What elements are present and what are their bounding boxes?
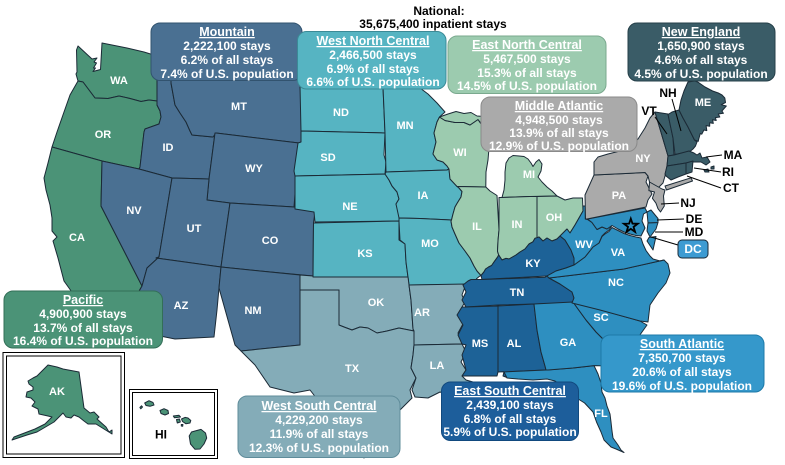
- svg-text:NV: NV: [126, 205, 142, 217]
- svg-text:12.3% of U.S. population: 12.3% of U.S. population: [249, 441, 389, 455]
- svg-text:2,439,100 stays: 2,439,100 stays: [466, 398, 554, 412]
- svg-text:11.9% of all stays: 11.9% of all stays: [270, 427, 369, 441]
- svg-text:OR: OR: [95, 129, 112, 141]
- svg-text:CO: CO: [262, 235, 279, 247]
- svg-text:RI: RI: [722, 165, 734, 179]
- svg-text:19.6% of U.S. population: 19.6% of U.S. population: [612, 379, 752, 393]
- svg-text:MO: MO: [421, 238, 439, 250]
- svg-text:ID: ID: [163, 142, 174, 154]
- svg-text:FL: FL: [594, 408, 608, 420]
- svg-text:WV: WV: [575, 239, 593, 251]
- svg-text:AZ: AZ: [174, 300, 189, 312]
- svg-text:Middle Atlantic: Middle Atlantic: [515, 99, 603, 113]
- svg-text:IL: IL: [472, 221, 482, 233]
- svg-text:NY: NY: [635, 153, 651, 165]
- svg-text:VA: VA: [611, 247, 626, 259]
- svg-text:KS: KS: [357, 248, 372, 260]
- svg-text:MT: MT: [231, 101, 247, 113]
- svg-text:MA: MA: [724, 148, 743, 162]
- svg-text:NE: NE: [342, 201, 357, 213]
- svg-text:East North Central: East North Central: [472, 38, 582, 52]
- svg-text:WY: WY: [245, 163, 263, 175]
- svg-text:MI: MI: [523, 169, 535, 181]
- svg-text:NH: NH: [659, 86, 676, 100]
- svg-text:TN: TN: [510, 287, 525, 299]
- svg-text:2,466,500 stays: 2,466,500 stays: [329, 48, 417, 62]
- svg-text:DE: DE: [686, 212, 703, 226]
- svg-text:1,650,900 stays: 1,650,900 stays: [657, 39, 745, 53]
- svg-text:East South Central: East South Central: [454, 384, 566, 398]
- svg-text:UT: UT: [187, 223, 202, 235]
- svg-text:AK: AK: [49, 386, 65, 398]
- svg-text:KY: KY: [525, 258, 541, 270]
- svg-text:MD: MD: [685, 225, 704, 239]
- svg-text:35,675,400 inpatient stays: 35,675,400 inpatient stays: [359, 17, 507, 31]
- svg-text:VT: VT: [641, 104, 657, 118]
- svg-text:IA: IA: [418, 190, 429, 202]
- svg-text:7.4% of U.S. population: 7.4% of U.S. population: [160, 67, 293, 81]
- svg-text:PA: PA: [612, 190, 627, 202]
- svg-text:IN: IN: [512, 219, 523, 231]
- svg-text:DC: DC: [684, 242, 702, 256]
- svg-text:15.3% of all stays: 15.3% of all stays: [477, 66, 577, 80]
- svg-text:AL: AL: [507, 338, 522, 350]
- svg-text:5,467,500 stays: 5,467,500 stays: [483, 52, 571, 66]
- svg-text:LA: LA: [430, 360, 445, 372]
- svg-text:Mountain: Mountain: [199, 25, 255, 39]
- svg-text:4.6% of all stays: 4.6% of all stays: [655, 53, 748, 67]
- svg-text:13.7% of all stays: 13.7% of all stays: [33, 321, 133, 335]
- svg-text:4.5% of U.S. population: 4.5% of U.S. population: [634, 67, 767, 81]
- svg-text:6.6% of U.S. population: 6.6% of U.S. population: [306, 75, 439, 89]
- svg-text:ND: ND: [333, 107, 349, 119]
- svg-text:OH: OH: [546, 212, 563, 224]
- svg-text:SD: SD: [320, 152, 335, 164]
- svg-text:West North Central: West North Central: [317, 34, 430, 48]
- svg-text:7,350,700 stays: 7,350,700 stays: [638, 351, 726, 365]
- svg-text:SC: SC: [593, 312, 608, 324]
- svg-text:MN: MN: [396, 120, 413, 132]
- svg-text:Pacific: Pacific: [63, 293, 103, 307]
- svg-text:CA: CA: [69, 232, 85, 244]
- svg-text:TX: TX: [345, 363, 360, 375]
- svg-text:AR: AR: [414, 307, 430, 319]
- svg-text:West South Central: West South Central: [261, 399, 376, 413]
- svg-text:NM: NM: [244, 305, 261, 317]
- svg-text:6.8% of all stays: 6.8% of all stays: [464, 412, 557, 426]
- svg-text:6.9% of all stays: 6.9% of all stays: [327, 62, 420, 76]
- svg-text:ME: ME: [695, 97, 712, 109]
- svg-text:20.6% of all stays: 20.6% of all stays: [632, 365, 732, 379]
- svg-text:CT: CT: [723, 181, 740, 195]
- svg-text:13.9% of all stays: 13.9% of all stays: [509, 126, 609, 140]
- svg-text:4,229,200 stays: 4,229,200 stays: [275, 413, 363, 427]
- svg-text:6.2% of all stays: 6.2% of all stays: [181, 53, 274, 67]
- svg-text:5.9% of U.S. population: 5.9% of U.S. population: [443, 425, 576, 439]
- svg-text:4,900,900 stays: 4,900,900 stays: [39, 307, 127, 321]
- svg-text:GA: GA: [560, 337, 577, 349]
- svg-text:2,222,100 stays: 2,222,100 stays: [183, 39, 271, 53]
- svg-text:12.9% of U.S. population: 12.9% of U.S. population: [489, 139, 629, 153]
- svg-text:NJ: NJ: [680, 196, 695, 210]
- svg-text:NC: NC: [608, 277, 624, 289]
- svg-text:16.4% of U.S. population: 16.4% of U.S. population: [13, 334, 153, 348]
- svg-text:WI: WI: [453, 147, 466, 159]
- svg-text:MS: MS: [472, 338, 489, 350]
- svg-text:South Atlantic: South Atlantic: [640, 337, 724, 351]
- svg-text:New England: New England: [662, 25, 740, 39]
- svg-text:OK: OK: [368, 297, 385, 309]
- svg-text:National:: National:: [413, 4, 464, 18]
- svg-text:HI: HI: [155, 428, 167, 442]
- svg-text:14.5% of U.S. population: 14.5% of U.S. population: [457, 79, 597, 93]
- svg-text:4,948,500 stays: 4,948,500 stays: [515, 113, 603, 127]
- svg-text:WA: WA: [110, 75, 128, 87]
